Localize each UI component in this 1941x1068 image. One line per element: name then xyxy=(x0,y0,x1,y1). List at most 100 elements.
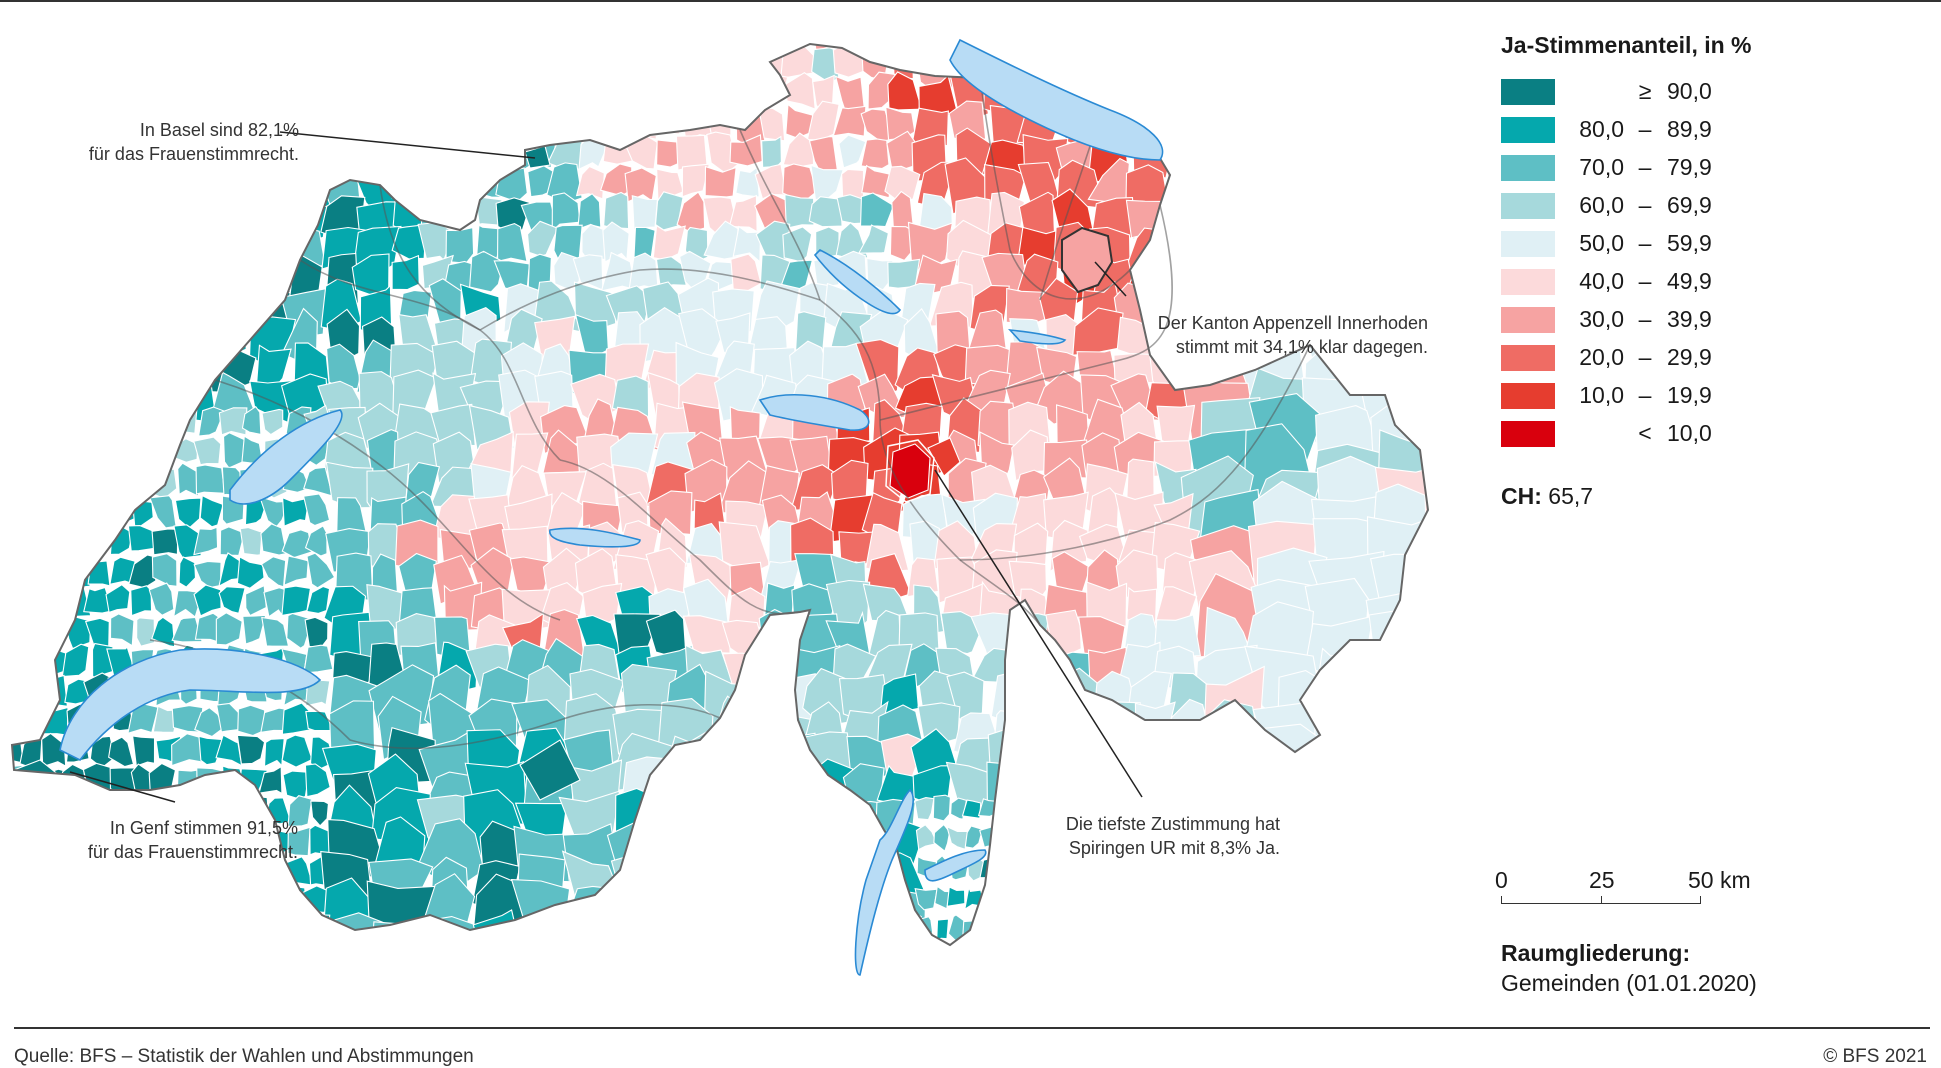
municipality-cell xyxy=(126,464,157,497)
municipality-cell xyxy=(28,76,68,122)
legend-upper-bound: 89,9 xyxy=(1667,116,1712,142)
municipality-cell xyxy=(714,880,761,940)
municipality-cell xyxy=(806,882,849,929)
municipality-cell xyxy=(1316,731,1385,817)
municipality-cell xyxy=(223,947,243,974)
municipality-cell xyxy=(808,196,843,228)
municipality-cell xyxy=(197,406,226,437)
municipality-cell xyxy=(173,911,202,944)
municipality-cell xyxy=(152,465,178,500)
municipality-cell xyxy=(782,132,815,167)
municipality-cell xyxy=(419,44,453,83)
municipality-cell xyxy=(173,74,221,118)
municipality-cell xyxy=(707,788,767,865)
municipality-cell xyxy=(67,343,110,395)
municipality-cell xyxy=(86,462,113,496)
legend-lower-bound: 70,0 xyxy=(1579,154,1624,180)
municipality-cell xyxy=(86,916,112,945)
municipality-cell xyxy=(1192,90,1272,186)
municipality-cell xyxy=(1315,787,1380,877)
municipality-cell xyxy=(527,108,558,140)
legend-separator: – xyxy=(1638,154,1652,180)
legend-swatch xyxy=(1501,117,1555,143)
municipality-cell xyxy=(281,734,313,768)
legend-swatch xyxy=(1501,307,1555,333)
municipality-cell xyxy=(61,643,90,678)
municipality-cell xyxy=(360,47,398,88)
lake-constance xyxy=(949,38,1164,161)
municipality-cell xyxy=(195,916,225,945)
municipality-cell xyxy=(151,528,179,556)
municipality-cell xyxy=(135,378,184,422)
municipality-cell xyxy=(1193,721,1258,806)
municipality-cell xyxy=(43,524,68,559)
municipality-cell xyxy=(218,586,246,614)
municipality-cell xyxy=(383,939,436,945)
municipality-cell xyxy=(946,825,970,851)
legend-row: <10,0 xyxy=(1501,419,1821,457)
canton-border xyxy=(959,559,1041,626)
municipality-cell xyxy=(62,431,85,468)
municipality-cell xyxy=(16,559,48,586)
municipality-cell xyxy=(874,907,922,945)
municipality-cell xyxy=(963,946,986,969)
municipality-cell xyxy=(1085,915,1131,945)
municipality-cell xyxy=(303,644,334,674)
municipality-cell xyxy=(391,224,427,260)
municipality-cell xyxy=(680,44,713,53)
municipality-cell xyxy=(1008,943,1058,945)
municipality-cell xyxy=(287,795,313,827)
municipality-cell xyxy=(132,944,154,945)
municipality-cell xyxy=(573,74,610,113)
municipality-cell xyxy=(1334,44,1399,118)
municipality-cell xyxy=(1200,47,1275,125)
municipality-cell xyxy=(1197,187,1277,267)
municipality-cell xyxy=(12,44,39,95)
municipality-cell xyxy=(104,44,146,58)
municipality-cell xyxy=(60,494,91,528)
legend-swatch xyxy=(1501,345,1555,371)
municipality-cell xyxy=(1241,893,1322,945)
municipality-cell xyxy=(1320,186,1396,275)
scale-tick xyxy=(1700,896,1701,904)
municipality-cell xyxy=(933,823,951,853)
municipality-cell xyxy=(173,524,202,559)
municipality-cell xyxy=(887,71,923,111)
municipality-cell xyxy=(12,96,36,151)
municipality-cell xyxy=(577,104,601,143)
municipality-cell xyxy=(12,859,25,883)
municipality-cell xyxy=(12,553,24,587)
legend-row: 70,0–79,9 xyxy=(1501,153,1821,191)
municipality-cell xyxy=(41,497,67,523)
municipality-cell xyxy=(420,71,454,110)
municipality-cell xyxy=(284,44,322,90)
annotation-basel: In Basel sind 82,1% für das Frauenstimmr… xyxy=(69,118,299,166)
municipality-cell xyxy=(109,70,144,121)
municipality-cell xyxy=(127,525,156,552)
municipality-cell xyxy=(12,287,37,333)
municipality-cell xyxy=(392,45,421,81)
municipality-cell xyxy=(661,823,723,893)
municipality-cell xyxy=(832,105,867,137)
municipality-cell xyxy=(39,615,71,648)
municipality-cell xyxy=(282,770,310,800)
municipality-cell xyxy=(109,613,135,647)
municipality-cell xyxy=(136,617,156,647)
municipality-cell xyxy=(392,108,428,139)
municipality-cell xyxy=(420,915,482,945)
municipality-cell xyxy=(138,44,189,65)
legend-separator: < xyxy=(1638,420,1652,446)
municipality-cell xyxy=(980,886,1001,911)
municipality-cell xyxy=(914,797,935,821)
municipality-cell xyxy=(1072,307,1124,356)
municipality-cell xyxy=(216,887,246,915)
municipality-cell xyxy=(729,78,765,113)
municipality-cell xyxy=(1104,734,1140,782)
municipality-cell xyxy=(1154,941,1202,945)
lake-lugano xyxy=(924,849,987,882)
municipality-cell xyxy=(655,791,711,861)
municipality-cell xyxy=(503,106,530,142)
municipality-cell xyxy=(154,409,180,434)
municipality-cell xyxy=(1362,904,1428,945)
municipality-cell xyxy=(109,408,132,440)
